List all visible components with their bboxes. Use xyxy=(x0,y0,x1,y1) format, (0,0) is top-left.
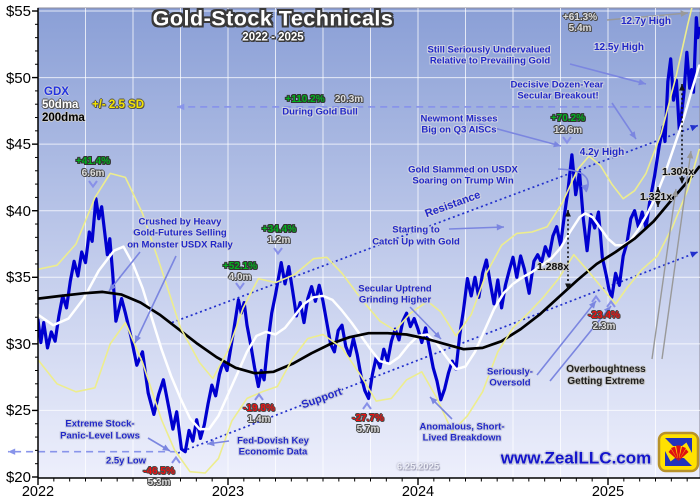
zeal-website-link[interactable]: www.ZealLLC.com xyxy=(500,448,652,468)
annotation-grinding-higher: Grinding Higher xyxy=(358,294,432,306)
annotation-decisive-dozen-year: Decisive Dozen-Year xyxy=(510,79,604,91)
annotation-12-7y-high: 12.7y High xyxy=(620,16,672,27)
annotation-20-3m: 20.3m xyxy=(334,94,364,105)
legend-sd-band-label: +/- 2.5 SD xyxy=(92,99,145,111)
annotation-anomalous-short: Anomalous, Short- xyxy=(419,421,505,433)
level-lines-and-trendlines xyxy=(7,103,700,455)
annotation-starting-to: Starting to xyxy=(392,224,440,236)
annotation-extreme-stock: Extreme Stock- xyxy=(65,418,135,430)
y-axis-tick-40: $40 xyxy=(5,202,31,220)
annotation-arrows xyxy=(88,10,694,464)
annotation-5-4m: 5.4m xyxy=(568,23,592,34)
y-axis-tick-25: $25 xyxy=(5,402,31,420)
zeal-logo-icon[interactable] xyxy=(657,431,700,473)
legend-gdx-label: GDX xyxy=(44,86,69,98)
legend-50dma-label: 50dma xyxy=(42,99,79,111)
annotation-12-6m: 12.6m xyxy=(553,125,583,136)
annotation-2-3m: 2.3m xyxy=(592,321,616,332)
annotation-1-2m: 1.2m xyxy=(267,235,291,246)
y-axis-tick-20: $20 xyxy=(5,469,31,486)
chart-title: Gold-Stock Technicals xyxy=(152,6,394,31)
annotation-6-6m: 6.6m xyxy=(81,168,105,179)
annotation-gold-slammed-on-usdx: Gold Slammed on USDX xyxy=(408,164,518,176)
annotation-secular-uptrend: Secular Uptrend xyxy=(358,283,432,295)
annotation-panic-level-lows: Panic-Level Lows xyxy=(60,430,140,442)
axes-and-ticks xyxy=(32,8,700,485)
y-axis-tick-35: $35 xyxy=(5,269,31,287)
annotation-46-5: -46.5% xyxy=(143,466,175,477)
annotation-big-on-q3-aiscs: Big on Q3 AISCs xyxy=(421,124,497,136)
annotation-2-5y-low: 2.5y Low xyxy=(105,455,147,467)
annotation-economic-data: Economic Data xyxy=(238,446,308,458)
annotation-relative-to-prevailing-gold: Relative to Prevailing Gold xyxy=(429,55,551,67)
annotation-1-304x: 1.304x xyxy=(661,165,695,178)
annotation-soaring-on-trump-win: Soaring on Trump Win xyxy=(412,175,514,187)
annotation-23-4: -23.4% xyxy=(588,310,620,321)
annotation-oversold: Oversold xyxy=(489,377,531,389)
annotation-lived-breakdown: Lived Breakdown xyxy=(422,432,502,444)
annotation-1-321x: 1.321x xyxy=(639,190,673,203)
x-axis-tick-2024: 2024 xyxy=(401,484,435,500)
annotation-crushed-by-heavy: Crushed by Heavy xyxy=(138,216,222,228)
annotation-70-2: +70.2% xyxy=(550,113,586,124)
annotation-52-1: +52.1% xyxy=(222,261,258,272)
annotation-catch-up-with-gold: Catch Up with Gold xyxy=(372,236,460,248)
annotation-secular-breakout: Secular Breakout! xyxy=(517,90,599,102)
annotation-5-7m: 5.7m xyxy=(356,424,380,435)
annotation-overboughtness: Overboughtness xyxy=(566,364,646,375)
annotation-getting-extreme: Getting Extreme xyxy=(567,376,645,387)
annotation-1-4m: 1.4m xyxy=(247,414,271,425)
annotation-newmont-misses: Newmont Misses xyxy=(420,113,498,125)
annotation-during-gold-bull: During Gold Bull xyxy=(282,106,358,118)
annotation-gold-futures-selling: Gold-Futures Selling xyxy=(133,227,227,239)
annotation-still-seriously-undervalued: Still Seriously Undervalued xyxy=(427,44,551,56)
annotation-fed-dovish-key: Fed-Dovish Key xyxy=(237,435,309,447)
annotation-4-2y-high: 4.2y High xyxy=(579,147,625,158)
annotation-110-2: +110.2% xyxy=(285,94,325,105)
x-axis-tick-2022: 2022 xyxy=(21,484,55,500)
chart-date-label: 6.25.2025 xyxy=(396,461,440,473)
chart-subtitle: 2022 - 2025 xyxy=(242,31,304,44)
x-axis-tick-2023: 2023 xyxy=(211,484,245,500)
annotation-seriously: Seriously- xyxy=(487,366,533,378)
annotation-12-5y-high: 12.5y High xyxy=(593,42,645,53)
annotation-34-4: +34.4% xyxy=(261,224,297,235)
annotation-4-0m: 4.0m xyxy=(228,272,252,283)
annotation-61-3: +61.3% xyxy=(562,12,598,23)
annotation-5-3m: 5.3m xyxy=(147,477,171,488)
annotation-on-monster-usdx-rally: on Monster USDX Rally xyxy=(127,239,233,251)
y-axis-tick-30: $30 xyxy=(5,335,31,353)
x-axis-tick-2025: 2025 xyxy=(591,484,625,500)
y-axis-tick-50: $50 xyxy=(5,69,31,87)
legend-200dma-label: 200dma xyxy=(42,112,85,124)
y-axis-tick-45: $45 xyxy=(5,136,31,154)
y-axis-tick-55: $55 xyxy=(5,3,31,20)
annotation-27-7: -27.7% xyxy=(352,413,384,424)
annotation-41-4: +41.4% xyxy=(75,156,111,167)
annotation-19-8: -19.8% xyxy=(243,403,275,414)
annotation-1-288x: 1.288x xyxy=(536,260,570,273)
